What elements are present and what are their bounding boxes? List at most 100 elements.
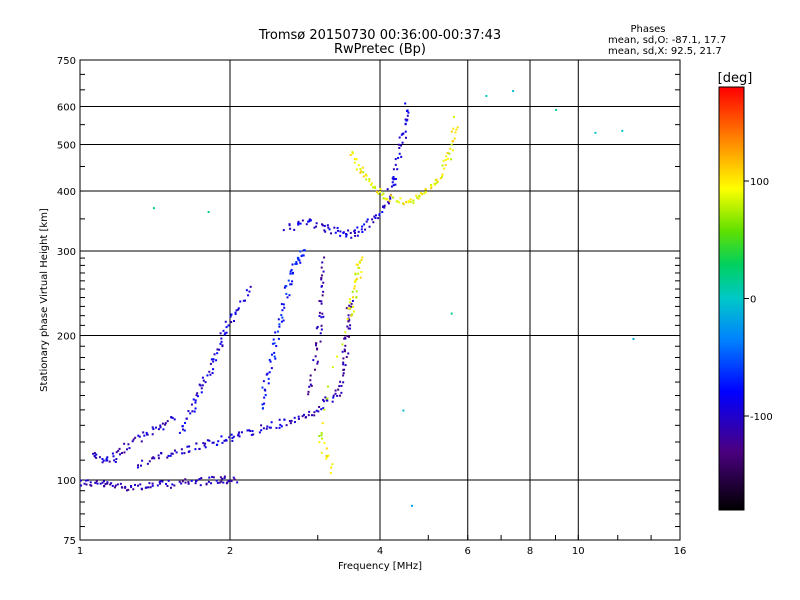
data-point [288, 420, 291, 423]
data-point [216, 352, 219, 355]
y-tick-label: 750 [57, 56, 76, 67]
data-point [128, 447, 131, 450]
data-point [80, 484, 83, 487]
data-point [299, 250, 302, 253]
data-point [212, 476, 215, 479]
data-point [621, 129, 624, 132]
data-point [79, 479, 82, 482]
data-point [121, 486, 124, 489]
data-point [404, 130, 407, 133]
data-point [351, 299, 354, 302]
data-point [395, 178, 398, 181]
data-point [381, 211, 384, 214]
data-point [320, 451, 323, 454]
data-point [353, 287, 356, 290]
data-point [555, 108, 558, 111]
data-point [359, 168, 362, 171]
data-point [151, 426, 154, 429]
data-point [246, 429, 249, 432]
data-point [298, 259, 301, 262]
data-point [210, 482, 213, 485]
data-point [249, 429, 252, 432]
data-point [378, 213, 381, 216]
data-point [170, 416, 173, 419]
data-point [202, 379, 205, 382]
data-point [136, 466, 139, 469]
data-point [266, 372, 269, 375]
data-point [289, 283, 292, 286]
data-point [359, 171, 362, 174]
data-point [347, 352, 350, 355]
data-point [223, 439, 226, 442]
colorbar [718, 86, 745, 511]
data-point [322, 290, 325, 293]
data-point [356, 234, 359, 237]
data-point [339, 234, 342, 237]
data-point [108, 460, 111, 463]
data-point [331, 463, 334, 466]
x-tick-label: 10 [572, 546, 585, 557]
data-point [315, 225, 318, 228]
data-point [594, 131, 597, 134]
data-point [211, 475, 214, 478]
data-point [209, 373, 212, 376]
data-point [444, 158, 447, 161]
data-point [343, 336, 346, 339]
data-point [230, 433, 233, 436]
data-point [402, 132, 405, 135]
data-point [361, 225, 364, 228]
data-point [200, 387, 203, 390]
data-point [205, 483, 208, 486]
data-point [305, 223, 308, 226]
colorbar-tick-label: -100 [750, 412, 773, 423]
data-point [383, 204, 386, 207]
data-point [318, 405, 321, 408]
data-point [294, 263, 297, 266]
data-point [230, 313, 233, 316]
data-point [364, 228, 367, 231]
data-point [237, 307, 240, 310]
data-point [307, 414, 310, 417]
scatter-points [79, 90, 635, 507]
data-point [392, 178, 395, 181]
data-point [313, 411, 316, 414]
data-point [382, 197, 385, 200]
data-point [310, 414, 313, 417]
data-point [433, 182, 436, 185]
data-point [321, 223, 324, 226]
data-point [140, 440, 143, 443]
data-point [186, 445, 189, 448]
data-point [146, 433, 149, 436]
data-point [194, 448, 197, 451]
data-point [223, 333, 226, 336]
data-point [196, 392, 199, 395]
data-point [355, 277, 358, 280]
data-point [394, 158, 397, 161]
data-point [223, 475, 226, 478]
data-point [263, 388, 266, 391]
data-point [448, 152, 451, 155]
data-point [262, 380, 265, 383]
data-point [237, 433, 240, 436]
data-point [160, 451, 163, 454]
data-point [385, 198, 388, 201]
data-point [190, 479, 193, 482]
data-point [360, 258, 363, 261]
data-point [415, 194, 418, 197]
data-point [345, 233, 348, 236]
data-point [290, 283, 293, 286]
data-point [347, 314, 350, 317]
data-point [303, 413, 306, 416]
colorbar-unit-label: [deg] [718, 71, 753, 86]
data-point [320, 266, 323, 269]
data-point [332, 396, 335, 399]
data-point [387, 202, 390, 205]
data-point [360, 271, 363, 274]
data-point [374, 217, 377, 220]
data-point [354, 281, 357, 284]
data-point [345, 307, 348, 310]
data-point [329, 471, 332, 474]
data-point [225, 331, 228, 334]
data-point [309, 383, 312, 386]
data-point [287, 279, 290, 282]
